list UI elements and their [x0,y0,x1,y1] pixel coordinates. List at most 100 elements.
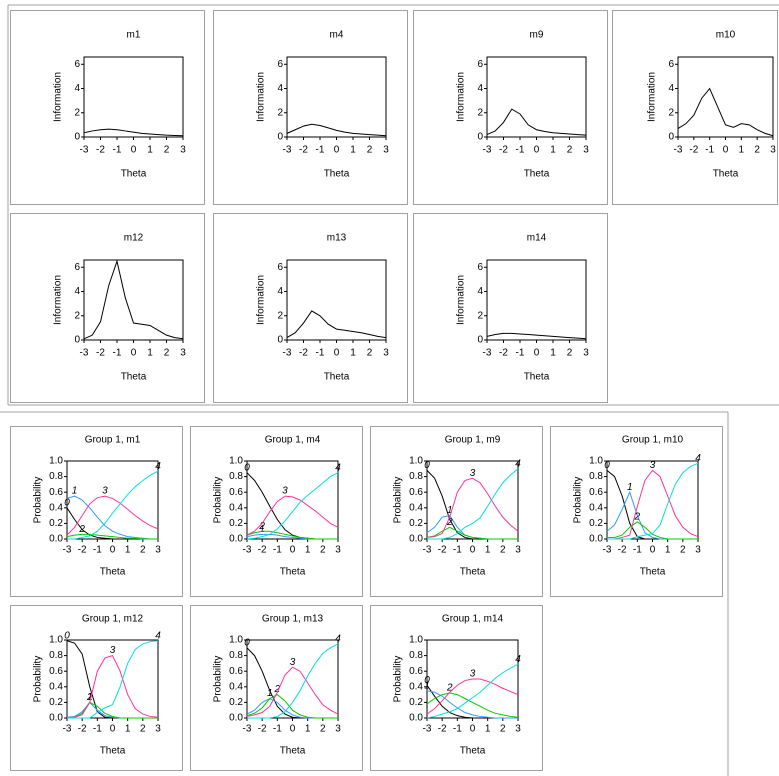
chart-title: m10 [716,30,736,41]
x-tick-label: 2 [140,724,146,735]
y-tick-label: 0.2 [229,697,243,708]
y-tick-label: 6 [277,59,283,70]
y-tick-label: 0.4 [229,502,243,513]
x-tick-label: -1 [273,545,282,556]
curve-label: 0 [244,637,250,648]
info-curve [677,87,774,137]
x-tick-label: -1 [516,348,525,359]
x-tick-label: 1 [350,145,356,156]
x-tick-label: -3 [674,145,683,156]
curve-label: 2 [258,521,265,532]
plot-area [286,56,387,138]
y-tick-label: 2 [477,310,483,321]
info-curve [83,128,184,137]
y-axis-label: Information [256,275,267,325]
x-tick-label: 3 [180,348,186,359]
x-tick-label: 2 [500,545,506,556]
y-tick-label: 0.0 [589,534,603,545]
category-curve [246,530,338,540]
curve-label: 4 [695,453,701,464]
curve-label: 4 [155,630,161,641]
chart-title: Group 1, m10 [622,435,684,446]
chart-title: m14 [527,233,547,244]
curve-label: 1 [87,692,93,703]
y-tick-label: 2 [477,107,483,118]
y-tick-label: 0.4 [409,502,423,513]
curve-label: 3 [290,657,296,668]
x-tick-label: -3 [603,545,612,556]
y-tick-label: 0.8 [589,471,603,482]
y-tick-label: 0.4 [409,681,423,692]
x-tick-label: 3 [383,145,389,156]
y-tick-label: 4 [477,286,483,297]
y-tick-label: 0 [277,132,283,143]
y-tick-label: 1.0 [49,456,63,467]
curve-label: 2 [446,517,453,528]
category-curve [426,663,519,719]
y-tick-label: 1.0 [49,635,63,646]
plot-area [246,460,339,540]
category-curve [426,690,518,719]
x-tick-label: 1 [147,348,153,359]
x-axis-label: Theta [524,372,550,383]
y-tick-label: 2 [668,107,674,118]
y-tick-label: 0.6 [229,666,243,677]
category-curve [66,495,159,536]
chart-panel: Group 1, m90.00.20.40.60.81.0-3 -2 -1 0 1 2 3T… [370,426,543,597]
x-axis-label: Theta [713,169,739,180]
y-tick-label: 0.0 [409,713,423,724]
x-tick-label: 3 [583,145,589,156]
y-axis-label: Information [647,72,658,122]
category-curve [247,643,339,719]
y-tick-label: 6 [277,262,283,273]
x-axis-label: Theta [121,169,147,180]
curve-label: 1 [267,688,273,699]
category-curve [426,692,519,718]
curve-label: 3 [470,669,476,680]
category-curve [66,495,158,540]
plot-area [83,259,184,341]
x-axis-label: Theta [100,567,126,578]
curve-label: 4 [515,458,521,469]
curve-label: 4 [335,462,341,473]
y-tick-label: 0.0 [409,534,423,545]
y-tick-label: 0.8 [49,471,63,482]
curve-label: 0 [424,460,430,471]
curve-label: 0 [604,460,610,471]
category-curve [246,694,338,719]
x-tick-label: 3 [383,348,389,359]
y-tick-label: 0.8 [409,471,423,482]
x-tick-label: -3 [283,348,292,359]
chart-title: m9 [530,30,544,41]
x-tick-label: 1 [147,145,153,156]
y-tick-label: 0 [277,335,283,346]
x-tick-label: -1 [705,145,714,156]
x-tick-label: 0 [110,545,116,556]
info-curve [486,108,587,136]
x-tick-label: -1 [93,545,102,556]
y-axis-label: Probability [393,477,404,524]
y-tick-label: 0.2 [49,697,63,708]
category-curve [246,666,339,717]
x-tick-label: -2 [258,545,267,556]
x-axis-label: Theta [100,746,126,757]
x-tick-label: 0 [470,545,476,556]
y-tick-label: 0.8 [229,650,243,661]
x-tick-label: 2 [754,145,760,156]
curve-label: 1 [447,505,453,516]
x-tick-label: -1 [113,348,122,359]
y-tick-label: 0.0 [49,534,63,545]
x-axis-label: Theta [640,567,666,578]
y-tick-label: 4 [74,286,80,297]
y-tick-label: 0.2 [49,518,63,529]
x-tick-label: 2 [164,348,170,359]
y-tick-label: 0.2 [589,518,603,529]
x-axis-label: Theta [460,746,486,757]
y-tick-label: 0.4 [229,681,243,692]
y-axis-label: Probability [213,477,224,524]
curve-label: 4 [335,634,341,645]
x-tick-label: 0 [290,724,296,735]
info-curve [83,259,184,340]
y-tick-label: 0.4 [589,502,603,513]
x-tick-label: -2 [618,545,627,556]
